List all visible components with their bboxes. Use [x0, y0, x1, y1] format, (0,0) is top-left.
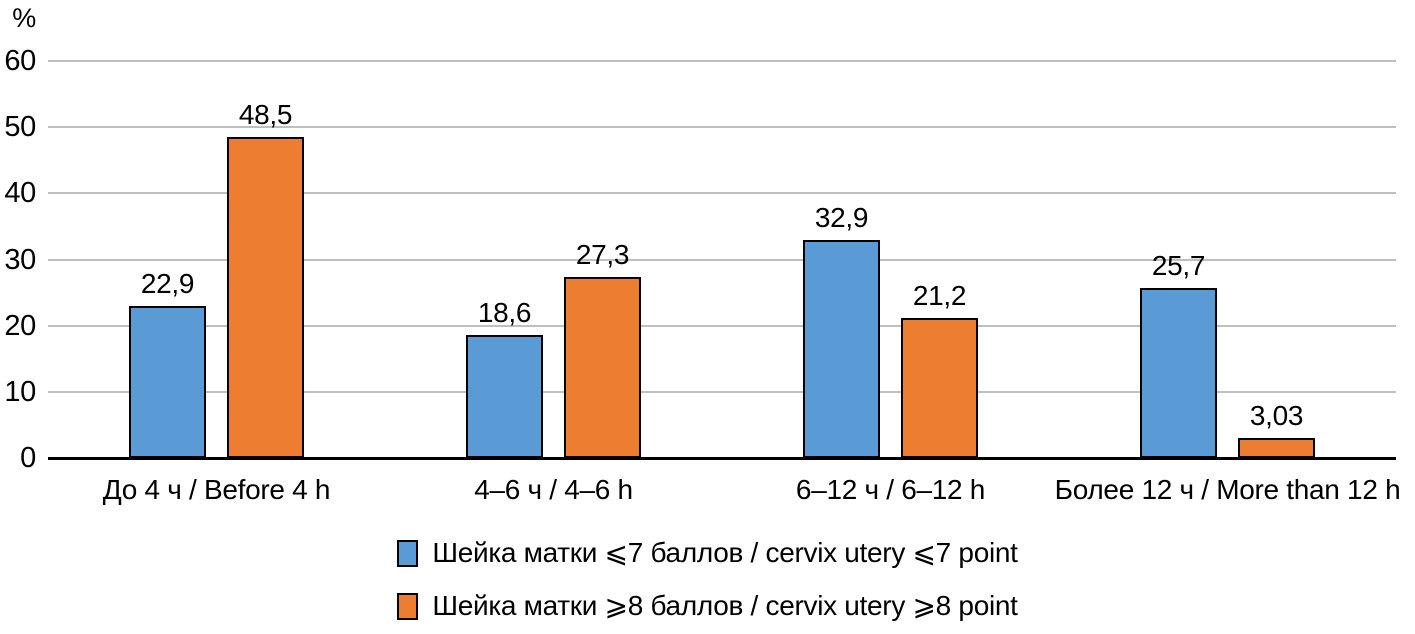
bar-value-label: 27,3 — [575, 239, 630, 271]
y-axis-tick-label: 10 — [4, 375, 36, 408]
y-axis-tick-label: 40 — [4, 177, 36, 210]
gridline — [48, 126, 1396, 129]
bar-value-label: 18,6 — [477, 296, 532, 328]
bar-value-label: 3,03 — [1249, 399, 1304, 431]
bar-value-label: 32,9 — [814, 202, 869, 234]
bar — [1140, 287, 1217, 458]
legend-item: Шейка матки ⩽7 баллов / cervix utery ⩽7 … — [397, 536, 1018, 570]
y-axis-unit-label: % — [12, 3, 36, 33]
gridline — [48, 60, 1396, 62]
bar-value-label: 48,5 — [238, 99, 293, 131]
bar — [129, 306, 206, 458]
gridline — [48, 258, 1396, 261]
x-axis-category-label: Более 12 ч / More than 12 h — [1054, 474, 1401, 505]
y-axis-tick-label: 60 — [4, 45, 36, 77]
bar — [564, 277, 641, 458]
gridline — [48, 324, 1396, 327]
y-axis-tick-label: 20 — [4, 309, 36, 342]
x-axis-category-label: До 4 ч / Before 4 h — [102, 474, 331, 505]
x-axis-category-label: 4–6 ч / 4–6 h — [474, 474, 633, 505]
bar-value-label: 22,9 — [140, 268, 195, 300]
bar — [1238, 437, 1315, 458]
legend-item: Шейка матки ⩾8 баллов / cervix utery ⩾8 … — [397, 589, 1018, 623]
gridline — [48, 192, 1396, 195]
y-axis-tick-label: 0 — [20, 442, 36, 474]
bar — [466, 334, 543, 458]
bar-value-label: 21,2 — [912, 279, 967, 311]
x-axis-category-label: 6–12 ч / 6–12 h — [795, 474, 986, 505]
bar — [901, 317, 978, 458]
legend-label: Шейка матки ⩽7 баллов / cervix utery ⩽7 … — [432, 537, 1018, 568]
legend-swatch — [397, 592, 419, 620]
legend: Шейка матки ⩽7 баллов / cervix utery ⩽7 … — [0, 536, 1415, 623]
legend-label: Шейка матки ⩾8 баллов / cervix utery ⩾8 … — [432, 590, 1018, 621]
bar — [227, 137, 304, 458]
bar — [803, 240, 880, 458]
gridline — [48, 390, 1396, 393]
y-axis-tick-label: 50 — [4, 111, 36, 144]
bar-value-label: 25,7 — [1151, 249, 1206, 281]
x-axis-line — [48, 457, 1396, 460]
legend-swatch — [397, 539, 419, 567]
y-axis-tick-label: 30 — [4, 243, 36, 276]
